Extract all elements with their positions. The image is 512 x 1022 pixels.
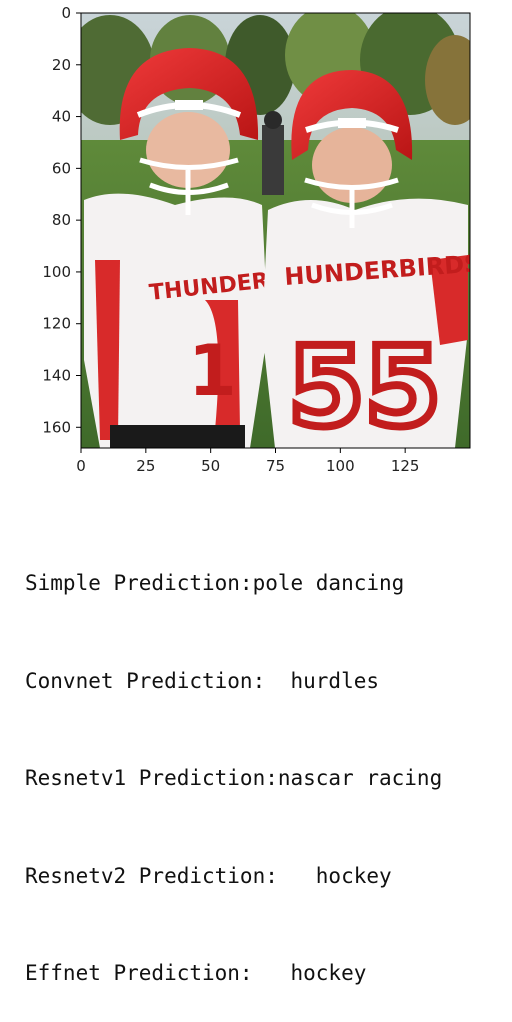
x-tick-label: 0 — [76, 457, 86, 475]
x-axis: 0 25 50 75 100 125 — [76, 448, 419, 475]
y-tick-label: 80 — [52, 211, 71, 229]
background-person — [262, 125, 284, 195]
prediction-resnetv2: Resnetv2 Prediction: hockey — [25, 863, 392, 888]
image-plot: THUNDERBI 1 HUNDERBIRDS 55 — [0, 0, 512, 490]
football-players-photo: THUNDERBI 1 HUNDERBIRDS 55 — [81, 13, 470, 451]
prediction-resnetv1: Resnetv1 Prediction:nascar racing — [25, 766, 443, 790]
x-tick-label: 100 — [326, 457, 355, 475]
x-tick-label: 50 — [201, 457, 220, 475]
y-tick-label: 100 — [42, 263, 71, 281]
y-tick-label: 20 — [52, 56, 71, 74]
x-tick-label: 75 — [266, 457, 285, 475]
y-tick-label: 140 — [42, 367, 71, 385]
y-tick-label: 0 — [61, 4, 71, 22]
y-tick-label: 120 — [42, 315, 71, 333]
right-player: HUNDERBIRDS 55 — [262, 70, 470, 451]
svg-text:1: 1 — [188, 330, 237, 412]
prediction-effnet: Effnet Prediction: hockey — [25, 961, 367, 985]
prediction-convnet: Convnet Prediction: hurdles — [25, 668, 380, 693]
y-tick-label: 160 — [42, 418, 71, 436]
y-tick-label: 60 — [52, 159, 71, 177]
y-axis: 0 20 40 60 80 100 120 140 160 — [42, 4, 81, 436]
plot-canvas: THUNDERBI 1 HUNDERBIRDS 55 — [42, 4, 471, 475]
y-tick-label: 40 — [52, 108, 71, 126]
x-tick-label: 125 — [391, 457, 420, 475]
x-tick-label: 25 — [136, 457, 155, 475]
prediction-output: Simple Prediction:pole dancing Convnet P… — [25, 502, 442, 1022]
svg-text:55: 55 — [288, 323, 441, 451]
prediction-simple: Simple Prediction:pole dancing — [25, 571, 405, 595]
